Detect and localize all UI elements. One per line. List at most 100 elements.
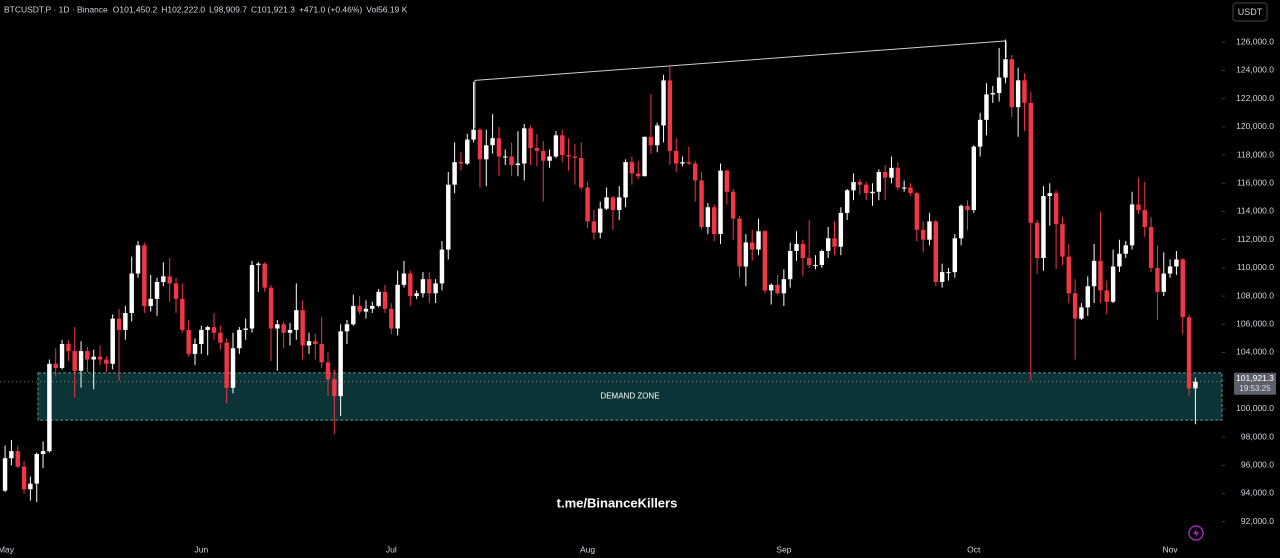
candle-body [142, 245, 147, 306]
candle-body [952, 238, 958, 273]
candle-body [718, 170, 723, 235]
candle-body [357, 305, 362, 312]
last-price-label: 101,921.3 [1236, 373, 1274, 383]
candle-body [560, 135, 565, 156]
y-tick-label: 112,000.0 [1237, 234, 1274, 244]
candle-body [1167, 266, 1173, 274]
candle-body [933, 221, 939, 282]
alert-icon-ring[interactable] [1188, 525, 1204, 541]
candle-body [591, 221, 597, 233]
candle-body [547, 156, 552, 161]
candle-body [914, 193, 920, 230]
y-tick-label: 122,000.0 [1236, 93, 1274, 103]
candle-body [762, 231, 768, 291]
candle-body [503, 156, 508, 158]
candle-body [1117, 253, 1122, 267]
candle-body [1193, 381, 1198, 389]
candle-body [838, 212, 844, 247]
candle-body [553, 135, 559, 157]
candle-body [749, 242, 755, 250]
ohlc-legend: H102,222.0 [161, 4, 205, 14]
candle-body [1009, 59, 1015, 108]
candle-body [585, 187, 590, 222]
y-tick-label: 116,000.0 [1237, 178, 1274, 188]
candle-body [351, 305, 356, 325]
candle-body [870, 191, 875, 194]
candle-body [971, 146, 977, 211]
currency-button[interactable] [1232, 2, 1268, 22]
candle-body [908, 187, 913, 194]
alert-icon-bolt[interactable] [1193, 528, 1199, 538]
candle-body [294, 310, 299, 330]
candle-body [123, 313, 128, 330]
y-tick-label: 92,000.0 [1241, 516, 1274, 526]
candle-body [477, 129, 483, 160]
candle-body [946, 272, 951, 274]
candle-body [91, 356, 96, 360]
candle-body [768, 284, 774, 291]
candle-body [161, 276, 166, 282]
candle-body [977, 119, 983, 147]
candle-body [990, 93, 996, 95]
candle-body [806, 258, 812, 266]
candle-body [34, 453, 39, 484]
y-tick-label: 94,000.0 [1241, 488, 1274, 498]
candle-body [306, 341, 312, 346]
candle-body [1091, 260, 1097, 287]
candle-body [711, 207, 717, 235]
candle-body [686, 162, 692, 164]
candle-body [180, 298, 185, 330]
candle-body [692, 163, 698, 181]
candle-body [1110, 266, 1116, 302]
candle-body [832, 238, 837, 247]
candle-body [1161, 273, 1166, 292]
x-tick-label: Sep [776, 544, 791, 554]
trendline [474, 40, 1007, 81]
candle-body [237, 329, 242, 349]
candle-body [319, 344, 324, 363]
candle-body [800, 243, 806, 259]
candle-body [484, 145, 489, 160]
candle-body [667, 80, 673, 151]
candle-body [281, 324, 286, 333]
candle-body [984, 94, 989, 120]
candle-body [1047, 193, 1052, 196]
candle-body [1104, 290, 1109, 302]
candle-body [78, 351, 84, 371]
candle-body [1129, 204, 1135, 246]
candle-body [452, 162, 457, 185]
y-tick-label: 100,000.0 [1236, 403, 1274, 413]
demand-zone [37, 372, 1223, 421]
ohlc-legend: Vol56.19 K [366, 4, 407, 14]
candle-body [465, 139, 470, 164]
candle-body [705, 207, 711, 227]
candle-body [433, 283, 438, 294]
candle-body [249, 265, 255, 329]
candle-body [1142, 210, 1147, 227]
x-tick-label: Jun [194, 544, 208, 554]
candle-body [275, 324, 280, 329]
alert-icon[interactable] [1188, 525, 1204, 541]
candle-body [566, 155, 571, 157]
candle-body [825, 238, 831, 251]
candle-body [211, 327, 217, 333]
candle-body [262, 263, 267, 288]
y-tick-label: 120,000.0 [1236, 121, 1274, 131]
y-tick-label: 126,000.0 [1236, 37, 1274, 47]
plot-area: DEMAND ZONE 92,000.0 94,000.0 96,000.0 98,00… [0, 37, 1276, 554]
y-tick-label: 110,000.0 [1237, 262, 1274, 272]
candle-body [325, 362, 331, 380]
y-tick-label: 108,000.0 [1236, 290, 1274, 300]
candle-body [572, 156, 578, 158]
candle-body [173, 283, 179, 299]
candle-body [1079, 307, 1084, 319]
candle-body [135, 245, 141, 274]
candle-body [724, 170, 730, 192]
candle-body [230, 348, 236, 388]
candle-body [1072, 293, 1078, 319]
currency-button-label[interactable]: USDT [1238, 7, 1263, 17]
header: BTCUSDT.P · 1D · Binance O101,450.2 H102,2… [4, 4, 408, 14]
candle-body [901, 187, 907, 189]
y-tick-label: 98,000.0 [1241, 431, 1274, 441]
candle-body [851, 181, 856, 191]
